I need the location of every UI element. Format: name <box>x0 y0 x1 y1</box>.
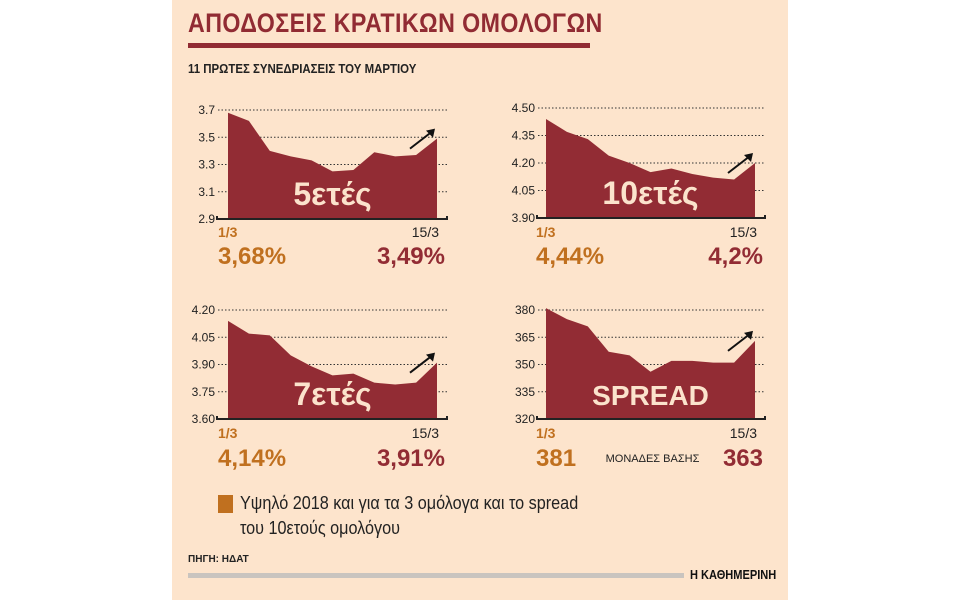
end-value: 363 <box>723 445 763 472</box>
arrow-head-icon <box>426 352 435 362</box>
end-value: 3,91% <box>377 445 445 472</box>
legend-line-1: Υψηλό 2018 και για τα 3 ομόλογα και το s… <box>240 493 579 513</box>
x-axis <box>216 416 448 420</box>
x-start-label: 1/3 <box>536 425 556 441</box>
chart-label: 10ετές <box>602 175 698 211</box>
up-arrow-icon <box>727 155 751 174</box>
y-tick-label: 3.60 <box>192 412 216 426</box>
y-tick-label: 4.50 <box>512 101 536 115</box>
x-start-label: 1/3 <box>218 425 238 441</box>
chart-0: 3.7 3.5 3.3 3.1 2.9 5ετές 1/3 15/3 3,68% 3,49% <box>198 103 448 270</box>
x-start-label: 1/3 <box>218 224 238 240</box>
start-value: 4,44% <box>536 243 604 270</box>
y-tick-label: 4.05 <box>192 330 216 344</box>
x-axis <box>536 416 766 420</box>
legend-text: Υψηλό 2018 και για τα 3 ομόλογα και το s… <box>240 491 578 541</box>
y-tick-label: 335 <box>515 385 535 399</box>
x-start-label: 1/3 <box>536 224 556 240</box>
page-title: ΑΠΟΔΟΣΕΙΣ ΚΡΑΤΙΚΩΝ ΟΜΟΛΟΓΩΝ <box>188 8 603 38</box>
arrow-head-icon <box>426 128 435 138</box>
source-note: ΠΗΓΗ: ΗΔΑΤ <box>188 554 249 565</box>
unit-note: ΜΟΝΑΔΕΣ ΒΑΣΗΣ <box>606 453 700 465</box>
up-arrow-icon <box>409 130 433 150</box>
start-value: 4,14% <box>218 445 286 472</box>
legend-swatch <box>218 495 233 513</box>
y-tick-label: 365 <box>515 330 535 344</box>
end-value: 4,2% <box>708 243 763 270</box>
x-end-label: 15/3 <box>730 224 757 240</box>
y-tick-label: 4.20 <box>512 156 536 170</box>
y-tick-label: 2.9 <box>198 212 215 226</box>
x-axis <box>536 215 766 219</box>
start-value: 3,68% <box>218 243 286 270</box>
area-series <box>546 119 755 218</box>
y-tick-label: 4.20 <box>192 303 216 317</box>
y-tick-label: 4.05 <box>512 184 536 198</box>
x-end-label: 15/3 <box>730 425 757 441</box>
chart-label: 7ετές <box>293 376 371 412</box>
area-series <box>228 320 437 419</box>
infographic: ΑΠΟΔΟΣΕΙΣ ΚΡΑΤΙΚΩΝ ΟΜΟΛΟΓΩΝ 11 ΠΡΩΤΕΣ ΣΥ… <box>172 0 788 600</box>
x-axis <box>216 216 448 220</box>
y-tick-label: 4.35 <box>512 129 536 143</box>
chart-2: 4.20 4.05 3.90 3.75 3.60 7ετές 1/3 15/3 4,14% 3,9… <box>192 303 448 472</box>
start-value: 381 <box>536 445 576 472</box>
y-tick-label: 3.5 <box>198 130 215 144</box>
y-tick-label: 3.7 <box>198 103 215 117</box>
y-tick-label: 3.3 <box>198 158 215 172</box>
title-rule <box>188 43 590 48</box>
area-series <box>546 308 755 419</box>
footer-rule <box>188 573 684 578</box>
x-end-label: 15/3 <box>412 224 439 240</box>
legend-line-2: του 10ετούς ομολόγου <box>240 518 401 538</box>
area-series <box>228 112 437 219</box>
chart-label: SPREAD <box>592 380 709 411</box>
y-tick-label: 3.1 <box>198 185 215 199</box>
y-tick-label: 3.90 <box>192 358 216 372</box>
y-tick-label: 3.75 <box>192 385 216 399</box>
arrow-head-icon <box>744 330 753 340</box>
up-arrow-icon <box>727 333 751 352</box>
chart-3: 380 365 350 335 320 SPREAD 1/3 15/3 381 363 ΜΟΝΑΔΕ… <box>515 303 766 472</box>
brand-logo: Η ΚΑΘΗΜΕΡΙΝΗ <box>690 567 777 582</box>
y-tick-label: 380 <box>515 303 535 317</box>
end-value: 3,49% <box>377 243 445 270</box>
up-arrow-icon <box>409 354 433 374</box>
x-end-label: 15/3 <box>412 425 439 441</box>
chart-1: 4.50 4.35 4.20 4.05 3.90 10ετές 1/3 15/3 4,44% 4,… <box>512 101 766 270</box>
subtitle: 11 ΠΡΩΤΕΣ ΣΥΝΕΔΡΙΑΣΕΙΣ ΤΟΥ ΜΑΡΤΙΟΥ <box>188 61 417 76</box>
y-tick-label: 320 <box>515 412 535 426</box>
arrow-head-icon <box>744 153 753 162</box>
y-tick-label: 3.90 <box>512 211 536 225</box>
chart-label: 5ετές <box>293 176 371 212</box>
y-tick-label: 350 <box>515 358 535 372</box>
